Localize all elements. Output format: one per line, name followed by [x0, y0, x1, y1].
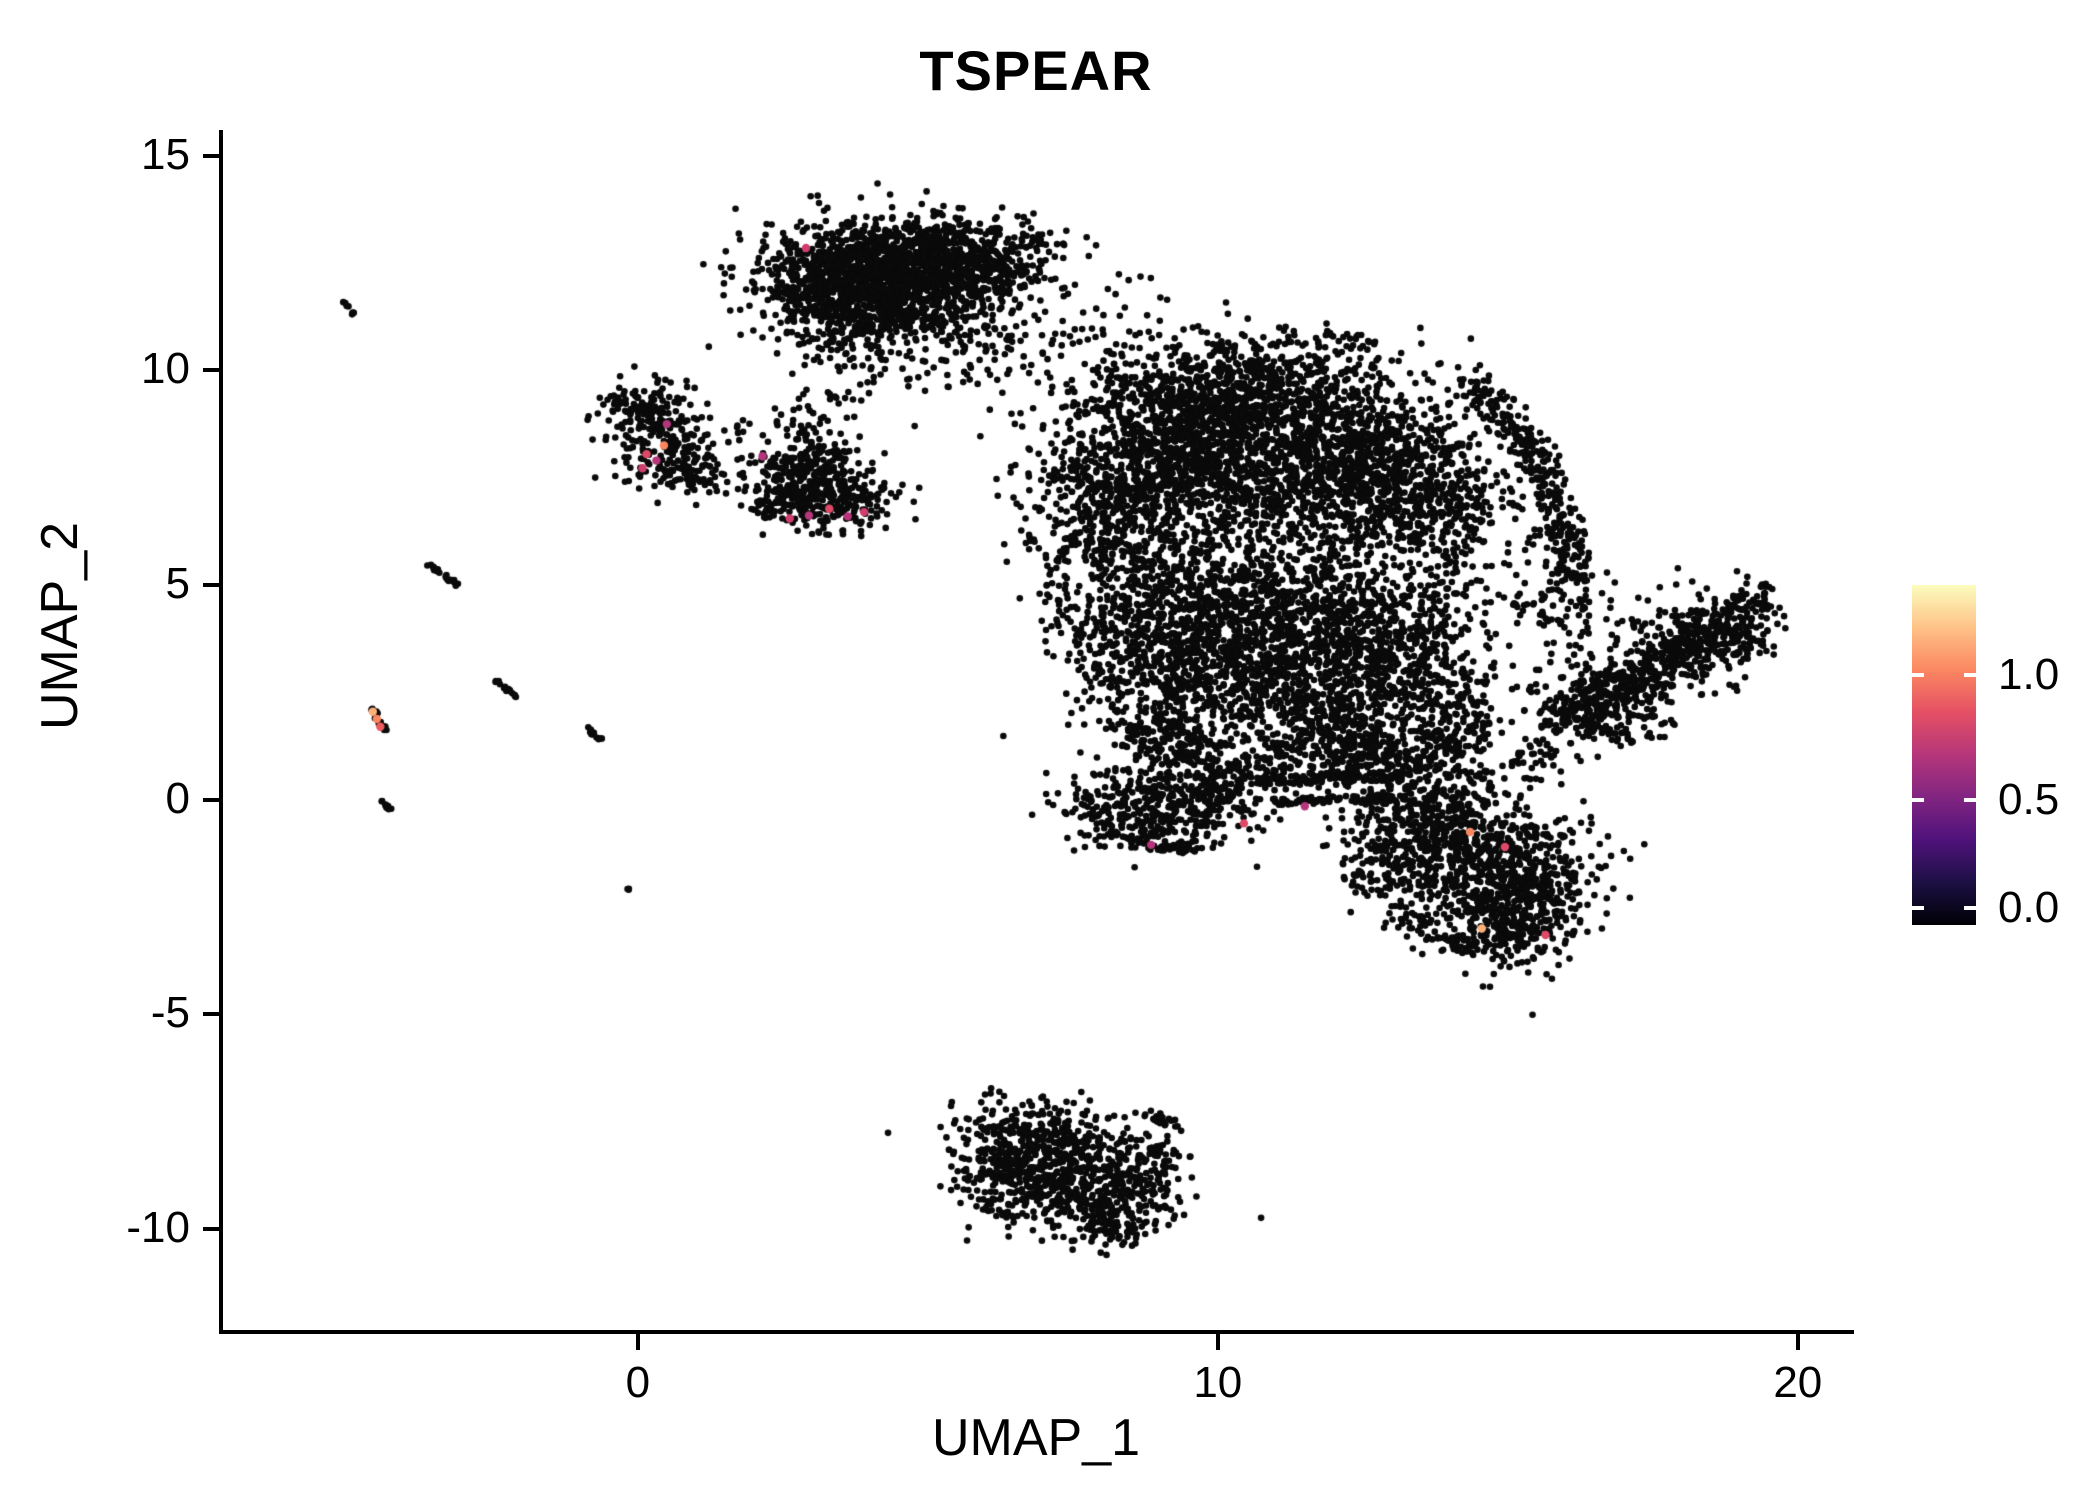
- y-tick-mark: [203, 583, 219, 588]
- colorbar-tick-label: 0.0: [1998, 883, 2060, 932]
- y-tick-mark: [203, 1012, 219, 1017]
- y-tick-label: 15: [141, 129, 190, 179]
- y-tick-label: -10: [126, 1203, 190, 1253]
- colorbar-tick-mark: [1912, 797, 1924, 802]
- x-axis-title: UMAP_1: [931, 1409, 1141, 1467]
- x-tick-label: 10: [1193, 1358, 1243, 1407]
- y-tick-label: 0: [165, 773, 190, 823]
- y-tick-mark: [203, 153, 219, 158]
- x-tick-mark: [1215, 1334, 1220, 1350]
- y-tick-label: 5: [165, 559, 190, 609]
- colorbar-gradient: [1912, 585, 1976, 925]
- colorbar-tick-label: 1.0: [1998, 650, 2060, 700]
- expression-colorbar: 1.0 0.5 0.0: [1912, 585, 2100, 932]
- y-tick-label: 10: [141, 344, 190, 394]
- y-axis-line: [219, 130, 223, 1334]
- y-tick-mark: [203, 1227, 219, 1232]
- x-tick-mark: [635, 1334, 640, 1350]
- plot-title: TSPEAR: [919, 39, 1153, 102]
- y-tick-label: -5: [150, 988, 190, 1038]
- colorbar-tick-mark: [1964, 906, 1976, 910]
- x-tick-label: 0: [625, 1358, 651, 1407]
- colorbar-tick-mark: [1964, 673, 1976, 678]
- colorbar-tick-mark: [1912, 906, 1924, 910]
- y-tick-mark: [203, 797, 219, 802]
- colorbar-tick-label: 0.5: [1998, 774, 2060, 824]
- x-tick-label: 20: [1773, 1358, 1823, 1407]
- colorbar-tick-mark: [1964, 797, 1976, 802]
- x-axis-line: [219, 1330, 1854, 1334]
- y-tick-mark: [203, 368, 219, 373]
- x-tick-mark: [1795, 1334, 1800, 1350]
- colorbar-tick-mark: [1912, 673, 1924, 678]
